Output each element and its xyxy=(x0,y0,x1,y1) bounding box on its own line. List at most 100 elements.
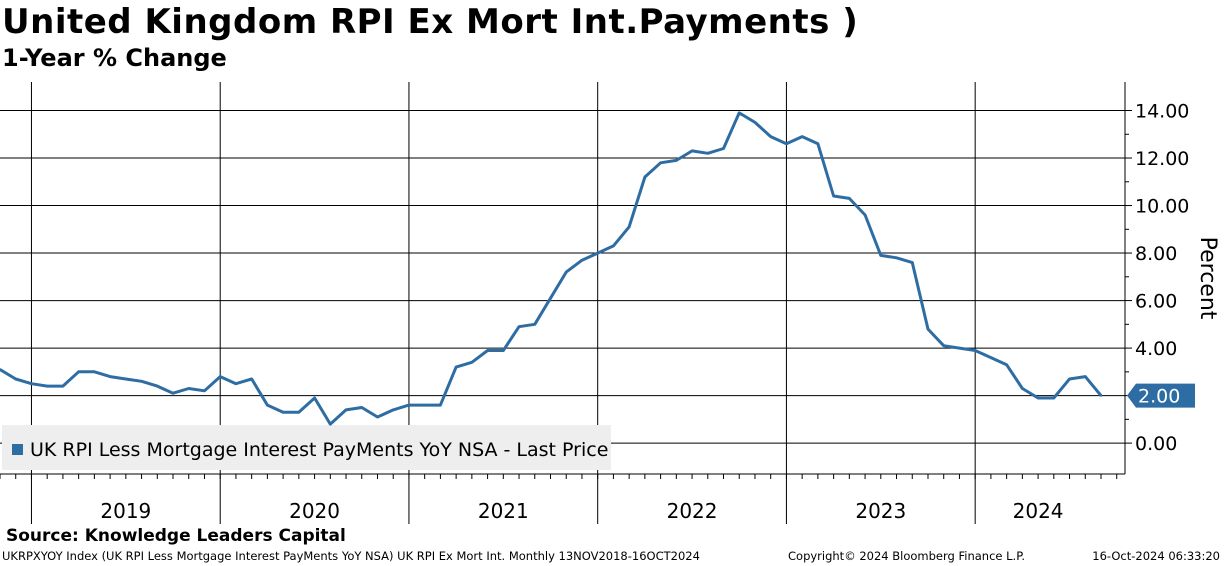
data-point xyxy=(1005,363,1008,366)
chart-subtitle: 1-Year % Change xyxy=(2,44,227,72)
data-point xyxy=(93,370,96,374)
data-point xyxy=(565,270,568,274)
x-year-label: 2022 xyxy=(667,499,718,523)
data-point xyxy=(926,327,930,331)
data-point xyxy=(423,403,426,407)
data-point xyxy=(313,396,316,400)
data-points xyxy=(0,111,1103,426)
data-point xyxy=(470,361,474,364)
data-point xyxy=(596,251,599,255)
data-point xyxy=(911,261,914,264)
data-point xyxy=(0,368,2,371)
data-point xyxy=(580,258,584,262)
footer-timestamp: 16-Oct-2024 06:33:20 xyxy=(1092,549,1220,563)
data-point xyxy=(140,380,143,383)
data-point xyxy=(800,135,804,138)
data-point xyxy=(407,403,411,407)
data-point xyxy=(848,197,851,200)
data-point xyxy=(942,344,945,347)
data-point xyxy=(30,382,33,385)
data-point xyxy=(329,422,332,426)
data-point xyxy=(344,408,348,412)
data-point xyxy=(863,213,867,217)
x-axis: 2019 2020 2021 2022 2023 2024 xyxy=(0,473,1125,523)
data-point xyxy=(156,384,159,388)
last-price-marker xyxy=(1127,383,1195,408)
data-point xyxy=(250,377,253,381)
x-year-label: 2020 xyxy=(289,499,340,523)
y-tick-label: 12.00 xyxy=(1135,148,1189,170)
data-point xyxy=(219,375,222,378)
data-point xyxy=(785,142,788,145)
y-tick-label: 6.00 xyxy=(1135,291,1177,313)
y-tick-label: 8.00 xyxy=(1135,243,1177,265)
data-point xyxy=(1084,375,1087,378)
x-year-label: 2024 xyxy=(1013,499,1064,523)
data-point xyxy=(517,325,521,328)
data-point xyxy=(187,387,190,390)
y-tick-label: 0.00 xyxy=(1135,433,1177,455)
legend-background xyxy=(2,425,611,470)
data-point xyxy=(895,256,898,260)
data-point xyxy=(1052,396,1056,400)
x-year-label: 2021 xyxy=(478,499,529,523)
data-point xyxy=(753,121,757,124)
y-tick-label: 4.00 xyxy=(1135,338,1177,360)
data-point xyxy=(266,403,269,407)
data-point xyxy=(612,244,615,248)
data-point xyxy=(1021,387,1024,390)
data-point xyxy=(502,349,505,352)
data-point xyxy=(832,194,835,198)
data-point xyxy=(77,370,80,374)
data-point xyxy=(627,225,631,229)
y-tick-label: 10.00 xyxy=(1135,196,1189,218)
data-point xyxy=(486,349,489,352)
chart-title: United Kingdom RPI Ex Mort Int.Payments … xyxy=(2,2,859,42)
data-point xyxy=(738,111,741,115)
data-point xyxy=(14,377,17,381)
data-point xyxy=(973,349,977,352)
data-point xyxy=(61,384,65,388)
data-point xyxy=(454,365,458,369)
legend-swatch xyxy=(12,444,23,455)
data-point xyxy=(675,159,678,162)
series-line xyxy=(0,111,1103,426)
data-point xyxy=(124,377,128,381)
last-price-tag: 2.00 xyxy=(1127,383,1195,408)
data-point xyxy=(1036,396,1040,400)
grid-lines xyxy=(0,110,1125,444)
data-point xyxy=(549,296,552,300)
legend: UK RPI Less Mortgage Interest PayMents Y… xyxy=(2,425,611,470)
data-point xyxy=(690,149,694,153)
data-point xyxy=(45,384,49,388)
data-point xyxy=(297,411,301,414)
data-point xyxy=(958,346,961,350)
source-note: Source: Knowledge Leaders Capital xyxy=(6,526,346,546)
footer-copyright: Copyright© 2024 Bloomberg Finance L.P. xyxy=(788,549,1025,563)
data-point xyxy=(439,403,442,407)
data-point xyxy=(722,147,725,150)
data-point xyxy=(171,392,175,395)
data-point xyxy=(360,406,363,409)
data-point xyxy=(376,415,379,419)
data-point xyxy=(989,356,993,359)
data-point xyxy=(533,323,536,326)
series-group xyxy=(0,111,1103,426)
data-point xyxy=(234,382,238,385)
data-point xyxy=(1099,394,1103,397)
y-axis-label: Percent xyxy=(1195,237,1220,320)
data-point xyxy=(1068,377,1071,381)
data-point xyxy=(659,161,662,164)
data-point xyxy=(203,389,206,393)
data-point xyxy=(706,152,709,155)
last-price-value: 2.00 xyxy=(1138,386,1180,408)
data-point xyxy=(816,142,820,145)
data-point xyxy=(879,254,882,257)
x-year-label: 2023 xyxy=(855,499,906,523)
footer-index-info: UKRPXYOY Index (UK RPI Less Mortgage Int… xyxy=(2,549,700,563)
data-point xyxy=(769,135,772,138)
legend-entry: UK RPI Less Mortgage Interest PayMents Y… xyxy=(30,439,608,461)
data-point xyxy=(281,411,285,414)
x-year-label: 2019 xyxy=(100,499,151,523)
